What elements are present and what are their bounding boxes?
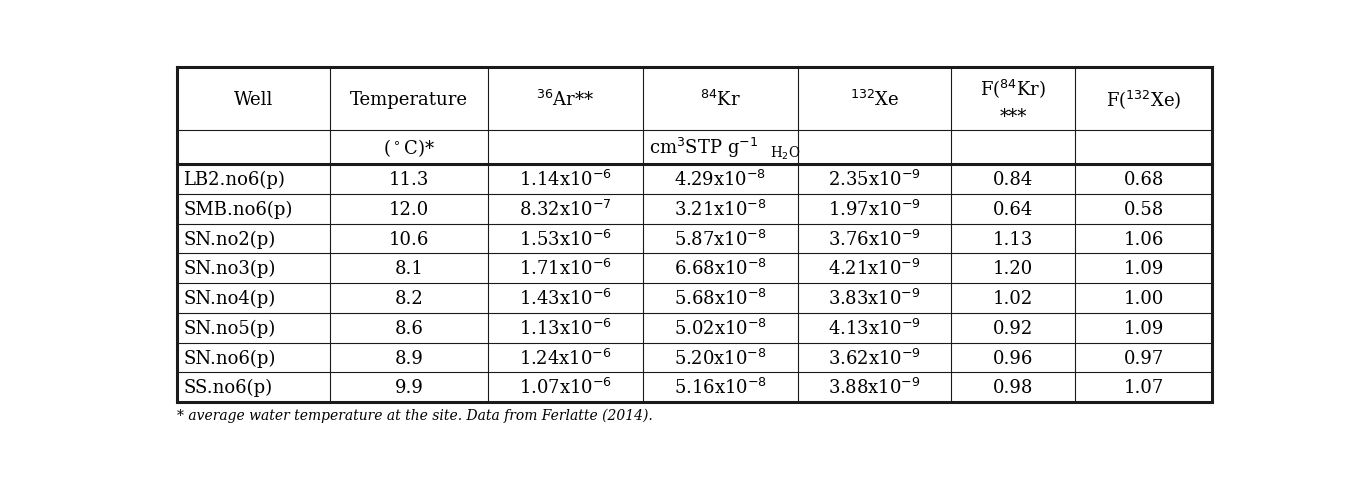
Text: 5.16x10$^{-8}$: 5.16x10$^{-8}$ [674, 378, 767, 398]
Text: cm$^3$STP g$^{-1}$: cm$^3$STP g$^{-1}$ [649, 136, 759, 160]
Text: 3.62x10$^{-9}$: 3.62x10$^{-9}$ [828, 348, 921, 368]
Text: SN.no6(p): SN.no6(p) [184, 349, 275, 367]
Text: * average water temperature at the site. Data from Ferlatte (2014).: * average water temperature at the site.… [177, 408, 653, 423]
Text: F($^{84}$Kr): F($^{84}$Kr) [980, 77, 1046, 100]
Text: 1.20: 1.20 [994, 260, 1033, 278]
Text: 0.92: 0.92 [994, 319, 1033, 337]
Text: 2.35x10$^{-9}$: 2.35x10$^{-9}$ [828, 170, 921, 190]
Text: 3.76x10$^{-9}$: 3.76x10$^{-9}$ [828, 229, 921, 249]
Text: H$_2$O: H$_2$O [769, 144, 801, 162]
Text: 1.09: 1.09 [1123, 319, 1164, 337]
Text: 1.13: 1.13 [994, 230, 1033, 248]
Text: 1.00: 1.00 [1123, 289, 1164, 307]
Text: 9.9: 9.9 [394, 379, 424, 397]
Text: 1.07x10$^{-6}$: 1.07x10$^{-6}$ [518, 378, 612, 398]
Text: LB2.no6(p): LB2.no6(p) [184, 171, 285, 189]
Text: F($^{132}$Xe): F($^{132}$Xe) [1106, 88, 1181, 111]
Text: SN.no5(p): SN.no5(p) [184, 319, 275, 337]
Text: $^{84}$Kr: $^{84}$Kr [699, 89, 741, 109]
Text: Temperature: Temperature [350, 91, 468, 108]
Text: SN.no3(p): SN.no3(p) [184, 260, 275, 278]
Text: $^{36}$Ar**: $^{36}$Ar** [536, 89, 594, 109]
Text: $^{132}$Xe: $^{132}$Xe [850, 89, 899, 109]
Text: 0.58: 0.58 [1123, 201, 1164, 219]
Text: 1.13x10$^{-6}$: 1.13x10$^{-6}$ [518, 318, 612, 338]
Text: ***: *** [999, 107, 1027, 125]
Text: ($^\circ$C)*: ($^\circ$C)* [383, 137, 435, 159]
Text: 1.53x10$^{-6}$: 1.53x10$^{-6}$ [518, 229, 612, 249]
Text: SS.no6(p): SS.no6(p) [184, 378, 273, 397]
Text: 3.21x10$^{-8}$: 3.21x10$^{-8}$ [674, 200, 767, 220]
Text: 11.3: 11.3 [389, 171, 429, 189]
Text: 1.07: 1.07 [1123, 379, 1164, 397]
Text: 0.64: 0.64 [994, 201, 1033, 219]
Text: 6.68x10$^{-8}$: 6.68x10$^{-8}$ [674, 259, 767, 279]
Text: 5.68x10$^{-8}$: 5.68x10$^{-8}$ [674, 288, 767, 308]
Text: SN.no4(p): SN.no4(p) [184, 289, 275, 307]
Text: 8.6: 8.6 [394, 319, 424, 337]
Text: 3.88x10$^{-9}$: 3.88x10$^{-9}$ [829, 378, 921, 398]
Text: 3.83x10$^{-9}$: 3.83x10$^{-9}$ [829, 288, 921, 308]
Text: 8.32x10$^{-7}$: 8.32x10$^{-7}$ [518, 200, 612, 220]
Text: 4.29x10$^{-8}$: 4.29x10$^{-8}$ [674, 170, 767, 190]
Text: 1.14x10$^{-6}$: 1.14x10$^{-6}$ [518, 170, 612, 190]
Text: 1.24x10$^{-6}$: 1.24x10$^{-6}$ [518, 348, 612, 368]
Text: 0.96: 0.96 [994, 349, 1033, 367]
Text: 0.84: 0.84 [994, 171, 1033, 189]
Text: 5.87x10$^{-8}$: 5.87x10$^{-8}$ [674, 229, 767, 249]
Text: 12.0: 12.0 [389, 201, 429, 219]
Text: SMB.no6(p): SMB.no6(p) [184, 200, 293, 219]
Text: 8.9: 8.9 [394, 349, 424, 367]
Text: 4.13x10$^{-9}$: 4.13x10$^{-9}$ [828, 318, 921, 338]
Text: 0.98: 0.98 [994, 379, 1033, 397]
Text: 1.43x10$^{-6}$: 1.43x10$^{-6}$ [518, 288, 612, 308]
Text: Well: Well [234, 91, 274, 108]
Text: 0.68: 0.68 [1123, 171, 1164, 189]
Text: 8.2: 8.2 [394, 289, 424, 307]
Text: 4.21x10$^{-9}$: 4.21x10$^{-9}$ [829, 259, 921, 279]
Text: 1.71x10$^{-6}$: 1.71x10$^{-6}$ [518, 259, 612, 279]
Text: 1.09: 1.09 [1123, 260, 1164, 278]
Text: 1.02: 1.02 [994, 289, 1033, 307]
Text: 1.06: 1.06 [1123, 230, 1164, 248]
Text: 1.97x10$^{-9}$: 1.97x10$^{-9}$ [828, 200, 921, 220]
Text: 8.1: 8.1 [394, 260, 424, 278]
Text: 5.02x10$^{-8}$: 5.02x10$^{-8}$ [674, 318, 767, 338]
Text: SN.no2(p): SN.no2(p) [184, 230, 275, 248]
Text: 5.20x10$^{-8}$: 5.20x10$^{-8}$ [674, 348, 767, 368]
Text: 0.97: 0.97 [1123, 349, 1164, 367]
Text: 10.6: 10.6 [389, 230, 429, 248]
